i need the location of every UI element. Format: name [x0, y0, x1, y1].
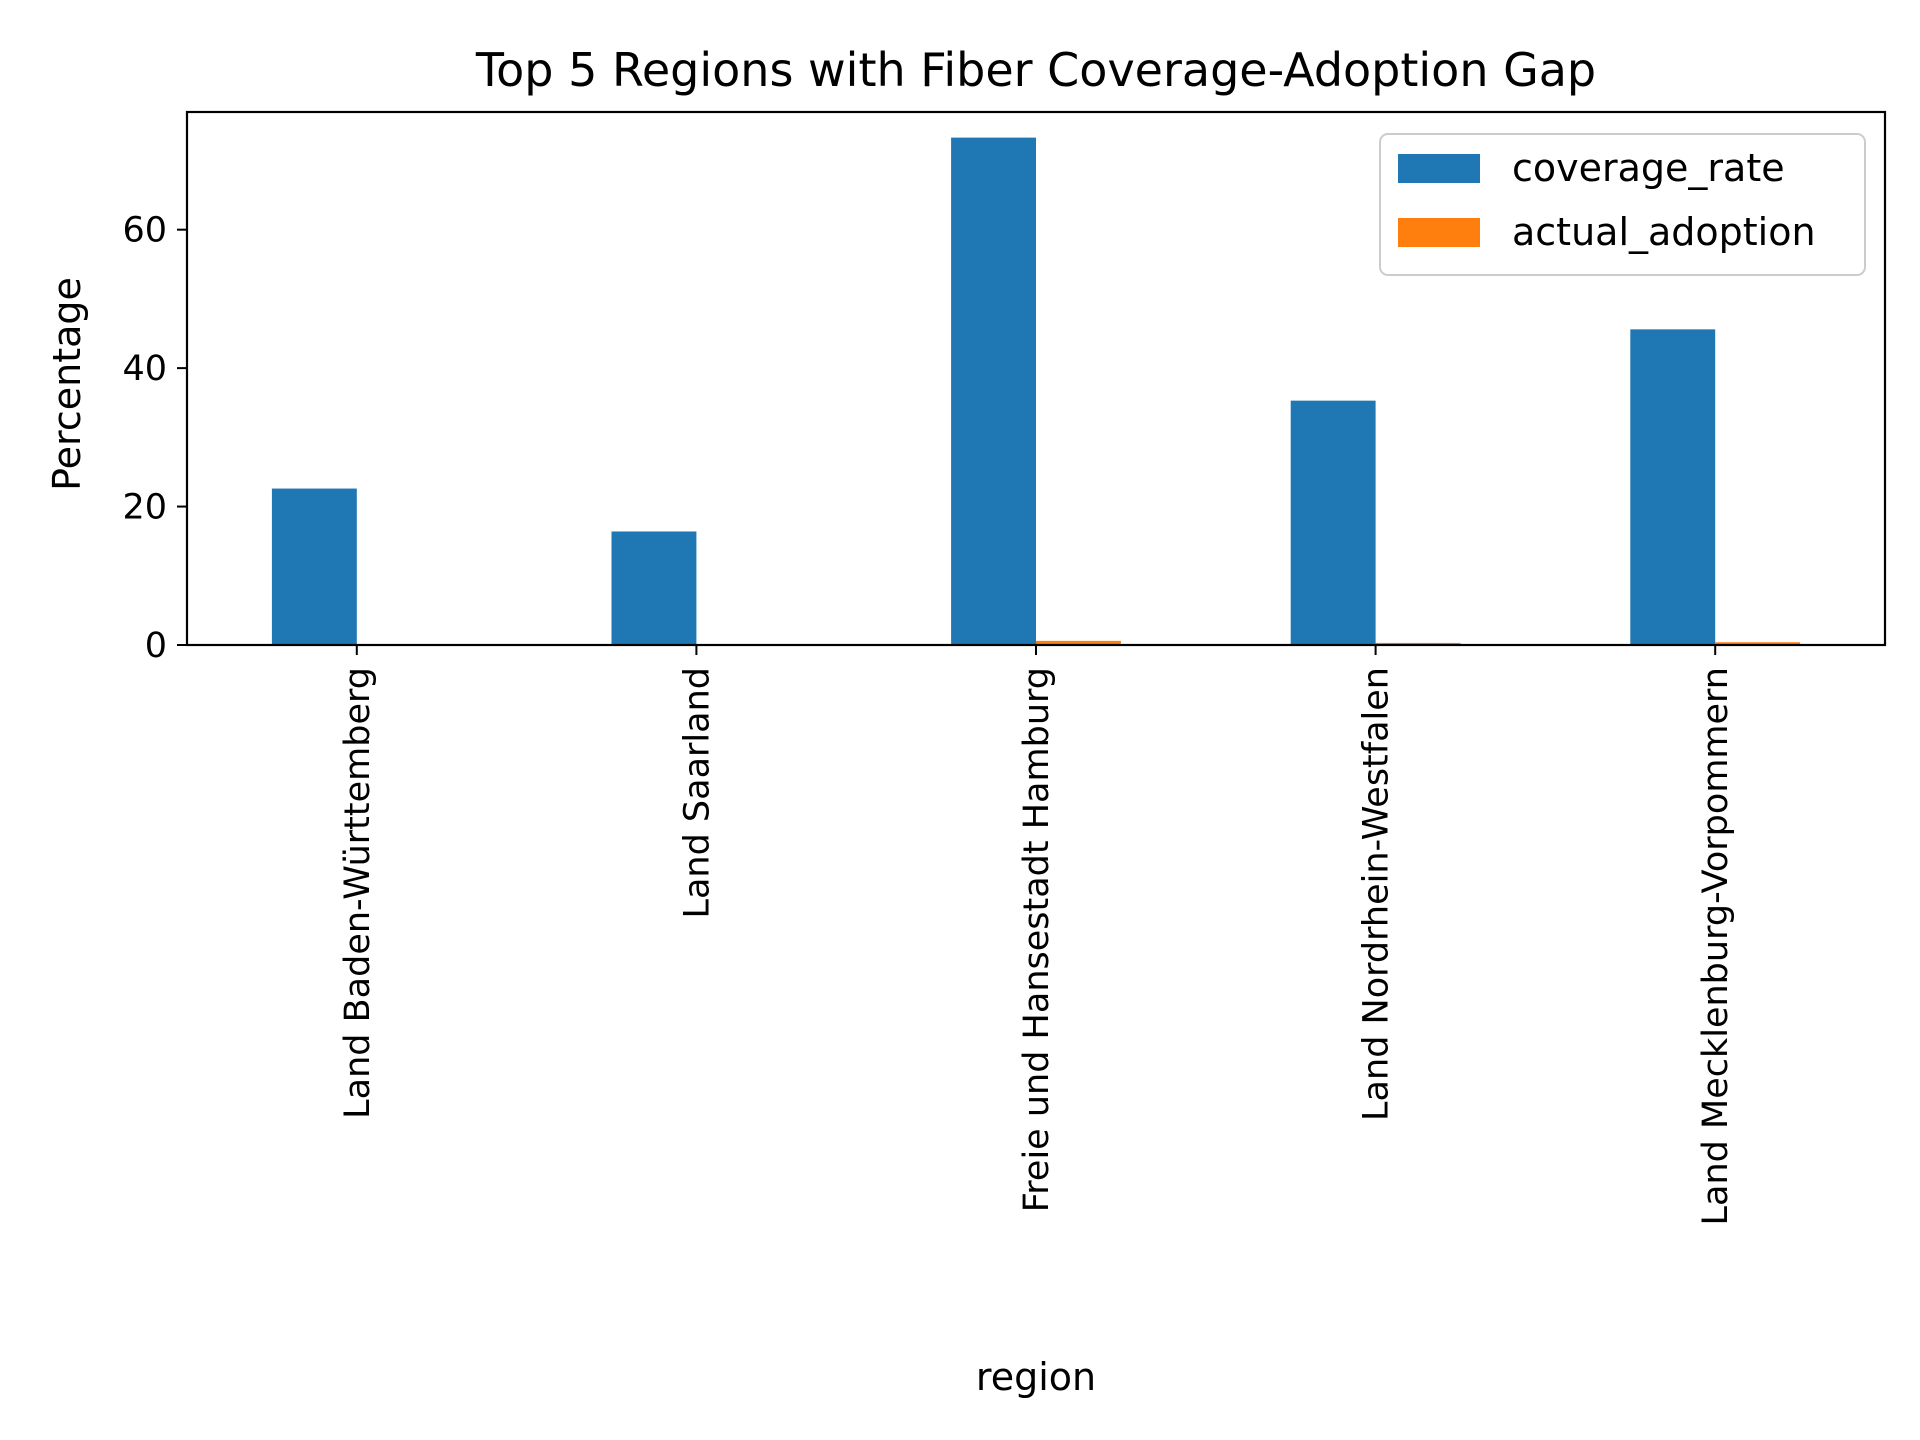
- x-axis-ticks: Land Baden-Württemberg Land Saarland Freie…: [338, 645, 1736, 1225]
- x-tick-label-2: Freie und Hansestadt Hamburg: [1017, 667, 1057, 1212]
- chart-title: Top 5 Regions with Fiber Coverage-Adopti…: [475, 43, 1596, 97]
- y-tick-label-0: 0: [145, 626, 167, 666]
- legend: coverage_rate actual_adoption: [1379, 133, 1866, 276]
- bar-coverage_rate-4: [1630, 329, 1716, 645]
- x-tick-label-3: Land Nordrhein-Westfalen: [1357, 667, 1397, 1121]
- legend-box: [1379, 133, 1866, 276]
- legend-swatch-coverage_rate: [1398, 154, 1480, 183]
- bar-coverage_rate-2: [951, 137, 1036, 646]
- x-axis-label: region: [976, 1355, 1096, 1399]
- bar-coverage_rate-3: [1290, 400, 1376, 645]
- legend-label-coverage_rate: coverage_rate: [1512, 146, 1785, 190]
- bar-actual_adoption-4: [1715, 642, 1801, 645]
- y-axis-label: Percentage: [45, 277, 89, 491]
- bars-group: [271, 137, 1801, 646]
- y-axis-ticks: 0 20 40 60: [122, 211, 187, 666]
- legend-label-actual_adoption: actual_adoption: [1512, 210, 1816, 254]
- y-tick-label-2: 40: [122, 349, 167, 389]
- legend-swatch-actual_adoption: [1398, 218, 1480, 247]
- bar-coverage_rate-0: [271, 488, 357, 645]
- bar-actual_adoption-2: [1036, 640, 1121, 645]
- plot-area-frame: [185, 110, 1887, 647]
- y-tick-label-3: 60: [122, 211, 167, 251]
- x-tick-label-1: Land Saarland: [677, 667, 717, 919]
- bar-coverage_rate-1: [611, 531, 697, 645]
- x-tick-label-0: Land Baden-Württemberg: [338, 667, 378, 1119]
- y-tick-label-1: 20: [122, 488, 167, 528]
- x-tick-label-4: Land Mecklenburg-Vorpommern: [1696, 667, 1736, 1225]
